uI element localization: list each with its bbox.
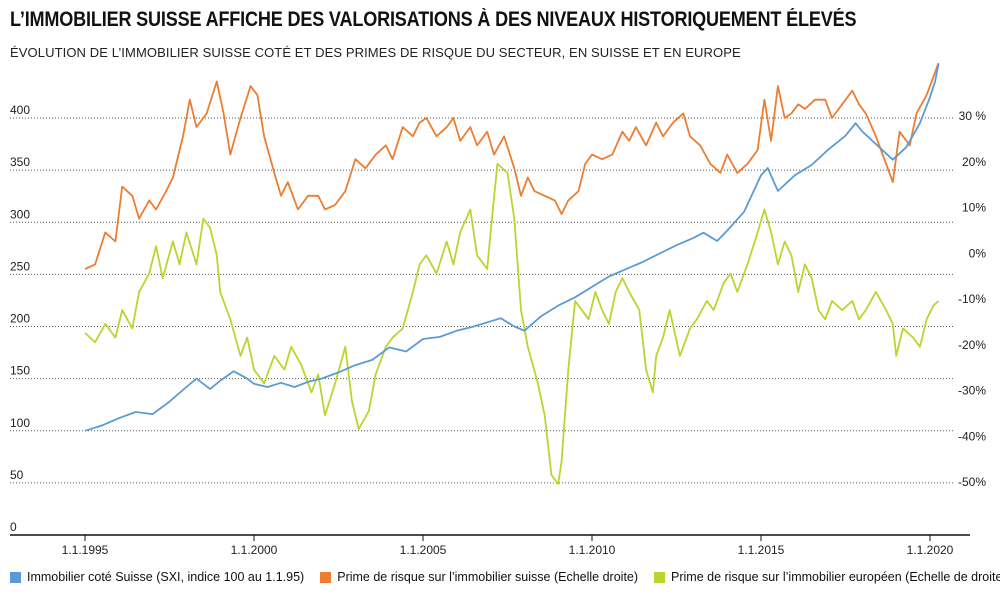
- x-tick-label: 1.1.2020: [907, 543, 954, 557]
- left-tick-label: 400: [10, 103, 30, 117]
- legend-swatch-sxi: [10, 571, 21, 583]
- x-tick-label: 1.1.2010: [569, 543, 616, 557]
- legend-item-swiss-premium: Prime de risque sur l’immobilier suisse …: [320, 570, 638, 584]
- chart-title: L’IMMOBILIER SUISSE AFFICHE DES VALORISA…: [10, 8, 857, 31]
- gridlines: [10, 117, 955, 484]
- legend: Immobilier coté Suisse (SXI, indice 100 …: [10, 570, 1000, 584]
- right-tick-label: 10%: [962, 201, 986, 215]
- left-tick-label: 350: [10, 155, 30, 169]
- right-tick-label: 0%: [969, 246, 987, 260]
- left-tick-label: 200: [10, 312, 30, 326]
- x-tick-label: 1.1.1995: [62, 543, 109, 557]
- legend-swatch-swiss-premium: [320, 571, 332, 583]
- series-line-sxi: [84, 63, 940, 432]
- legend-label-sxi: Immobilier coté Suisse (SXI, indice 100 …: [27, 570, 305, 584]
- right-axis-ticks: -50% -40% -30% -20% -10% 0% 10% 20% 30 %: [958, 109, 986, 489]
- legend-item-sxi: Immobilier coté Suisse (SXI, indice 100 …: [10, 570, 304, 584]
- legend-label-swiss-premium: Prime de risque sur l’immobilier suisse …: [337, 570, 639, 584]
- x-tick-label: 1.1.2005: [400, 543, 447, 557]
- left-tick-label: 50: [10, 468, 24, 482]
- chart-subtitle: ÉVOLUTION DE L’IMMOBILIER SUISSE COTÉ ET…: [10, 45, 741, 60]
- right-tick-label: -40%: [958, 429, 986, 443]
- right-tick-label: -10%: [958, 292, 986, 306]
- right-tick-label: 30 %: [959, 109, 987, 123]
- left-tick-label: 300: [10, 207, 30, 221]
- series-line-swiss-premium: [84, 62, 940, 270]
- right-tick-label: -50%: [958, 475, 986, 489]
- legend-item-euro-premium: Prime de risque sur l’immobilier europée…: [654, 570, 1000, 584]
- left-tick-label: 0: [10, 520, 17, 534]
- x-tick-label: 1.1.2000: [231, 543, 278, 557]
- left-tick-label: 150: [10, 364, 30, 378]
- right-tick-label: -20%: [958, 338, 986, 352]
- x-axis-ticks: 1.1.1995 1.1.2000 1.1.2005 1.1.2010 1.1.2015…: [10, 534, 970, 557]
- legend-swatch-euro-premium: [654, 571, 666, 583]
- right-tick-label: -30%: [958, 384, 986, 398]
- series-lines: [84, 62, 940, 485]
- right-tick-label: 20%: [962, 155, 986, 169]
- left-tick-label: 250: [10, 259, 30, 273]
- left-tick-label: 100: [10, 416, 30, 430]
- left-axis-ticks: 0 50 100 150 200 250 300 350 400: [10, 103, 30, 534]
- series-line-euro-premium: [84, 162, 940, 485]
- legend-label-euro-premium: Prime de risque sur l’immobilier europée…: [671, 570, 1000, 584]
- x-tick-label: 1.1.2015: [738, 543, 785, 557]
